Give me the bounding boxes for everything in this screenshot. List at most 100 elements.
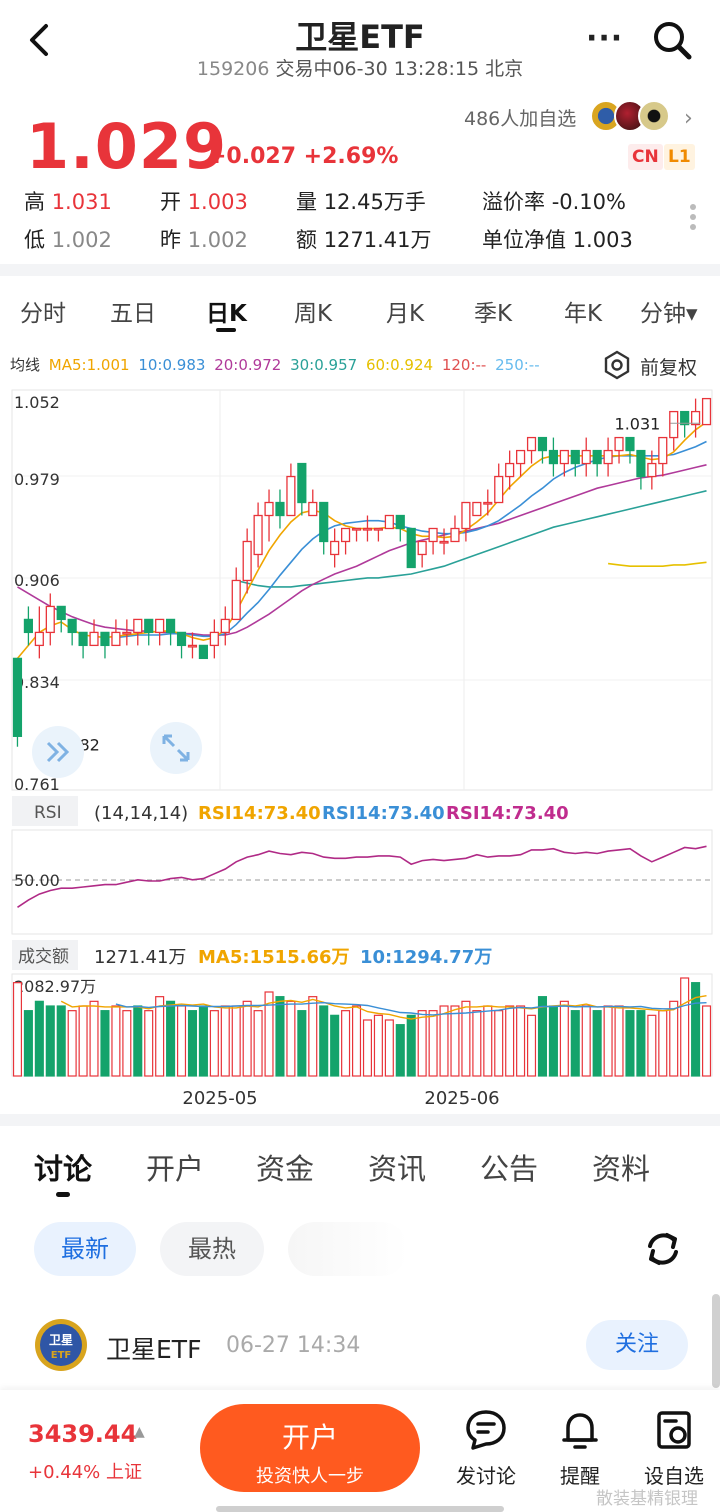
expand-stats-icon[interactable]: [690, 200, 698, 240]
rsi-value: RSI14:73.40: [446, 803, 569, 824]
tab-announcements[interactable]: 公告: [480, 1152, 539, 1186]
y-tick-label: 0.979: [14, 470, 60, 489]
tab-quarterly-k[interactable]: 季K: [474, 301, 513, 327]
volume-bar-up: [362, 1019, 373, 1077]
candle-up: [516, 449, 526, 465]
refresh-icon[interactable]: [640, 1226, 686, 1272]
volume-bar-down: [691, 982, 701, 1077]
candle-up: [669, 410, 679, 439]
post-author[interactable]: 卫星ETF: [106, 1335, 202, 1364]
search-icon[interactable]: [650, 18, 694, 62]
volume-bar-up: [209, 1010, 219, 1077]
scrollbar[interactable]: [712, 1294, 720, 1388]
volume-panel-frame: [11, 973, 713, 1077]
candle-down: [166, 618, 176, 634]
open-account-button[interactable]: 开户 投资快人一步: [200, 1404, 420, 1492]
tab-daily-k[interactable]: 日K: [206, 301, 247, 327]
volume-bar-up: [647, 1014, 657, 1077]
candle-up: [439, 540, 449, 544]
volume-bar-up: [308, 996, 318, 1077]
volume-bar-up: [264, 991, 274, 1077]
volume-bar-down: [133, 1005, 143, 1077]
tab-five-day[interactable]: 五日: [110, 301, 156, 327]
tab-profile[interactable]: 资料: [592, 1152, 651, 1186]
rsi-params: (14,14,14): [94, 803, 188, 824]
avatar: [638, 100, 670, 132]
filter-hot[interactable]: 最热: [160, 1222, 264, 1276]
filter-latest[interactable]: 最新: [34, 1222, 136, 1276]
volume-bar-up: [472, 1010, 482, 1077]
candle-down: [625, 436, 635, 452]
tab-yearly-k[interactable]: 年K: [564, 301, 603, 327]
add-watchlist-button[interactable]: 设自选: [634, 1408, 714, 1489]
watchlist-count[interactable]: 486人加自选: [464, 108, 577, 130]
back-arrow-icon[interactable]: [22, 20, 58, 60]
volume-bar-down: [319, 1005, 329, 1077]
etf-logo-icon[interactable]: 卫星 ETF: [34, 1318, 88, 1372]
candle-up: [603, 449, 613, 465]
chevron-right-icon[interactable]: ›: [684, 106, 693, 131]
candle-up: [505, 462, 515, 478]
tab-news[interactable]: 资讯: [368, 1152, 427, 1186]
volume-bar-up: [603, 1005, 613, 1077]
volume-bar-up: [559, 1000, 569, 1077]
candle-up: [428, 527, 438, 543]
volume-bar-up: [614, 1005, 624, 1077]
tab-minute[interactable]: 分钟▾: [640, 301, 698, 327]
candle-up: [614, 436, 624, 452]
volume-bar-up: [701, 1005, 712, 1077]
adjust-mode[interactable]: 前复权: [640, 357, 698, 379]
stat-prev-close: 昨 1.002: [160, 228, 248, 252]
tab-discussion[interactable]: 讨论: [34, 1152, 93, 1186]
candle-down: [12, 657, 23, 737]
double-chevron-right-icon: [46, 741, 70, 763]
ma5-value: MA5:1.001: [48, 356, 130, 374]
candle-up: [417, 540, 427, 556]
candle-up: [461, 501, 471, 530]
tab-intraday[interactable]: 分时: [20, 301, 66, 327]
volume-bar-up: [144, 1010, 154, 1077]
candle-up: [187, 644, 198, 648]
price-panel-frame: [11, 389, 713, 791]
volume-bar-up: [253, 1010, 263, 1077]
volume-bar-down: [537, 996, 548, 1077]
index-value[interactable]: 3439.44: [28, 1420, 138, 1448]
alert-button[interactable]: 提醒: [540, 1408, 620, 1489]
tab-funds[interactable]: 资金: [256, 1152, 315, 1186]
candle-up: [264, 501, 274, 517]
volume-bar-up: [12, 982, 23, 1077]
tab-monthly-k[interactable]: 月K: [386, 301, 425, 327]
ma30-line: [236, 490, 707, 588]
kline-chart[interactable]: 1.0520.9790.9060.8340.7611.0310.782RSI(1…: [0, 382, 720, 1112]
volume-bar-up: [78, 1005, 88, 1077]
settings-hexagon-icon[interactable]: [602, 350, 632, 380]
candle-down: [198, 644, 208, 660]
add-watchlist-label: 设自选: [644, 1464, 704, 1488]
post-discussion-button[interactable]: 发讨论: [446, 1408, 526, 1489]
follow-button[interactable]: 关注: [586, 1320, 688, 1370]
more-menu-icon[interactable]: ···: [586, 21, 624, 56]
volume-bar-down: [166, 1000, 176, 1077]
rsi-label: RSI: [34, 803, 62, 823]
volume-bar-up: [483, 1005, 493, 1077]
volume-bar-up: [220, 1005, 230, 1077]
current-price: 1.029: [26, 110, 228, 183]
tab-weekly-k[interactable]: 周K: [294, 301, 333, 327]
follower-avatars[interactable]: [590, 100, 680, 134]
volume-bar-up: [439, 1005, 449, 1077]
candle-up: [581, 449, 591, 465]
volume-bar-down: [625, 1010, 635, 1077]
rsi-ref-label: 50.00: [14, 871, 60, 890]
volume-bar-down: [187, 1010, 198, 1077]
active-tab-indicator: [56, 1192, 70, 1197]
candle-up: [351, 527, 362, 531]
candle-up: [155, 618, 165, 634]
tab-open-account[interactable]: 开户: [146, 1152, 205, 1186]
active-tab-indicator: [216, 328, 236, 332]
page-title: 卫星ETF: [295, 18, 425, 56]
filter-hidden[interactable]: [288, 1222, 408, 1276]
kline-tabs: 分时 五日 日K 周K 月K 季K 年K 分钟▾: [0, 276, 720, 342]
ma-label: 均线: [10, 356, 41, 374]
volume-bar-up: [286, 1000, 296, 1077]
post-time: 06-27 14:34: [226, 1333, 361, 1358]
